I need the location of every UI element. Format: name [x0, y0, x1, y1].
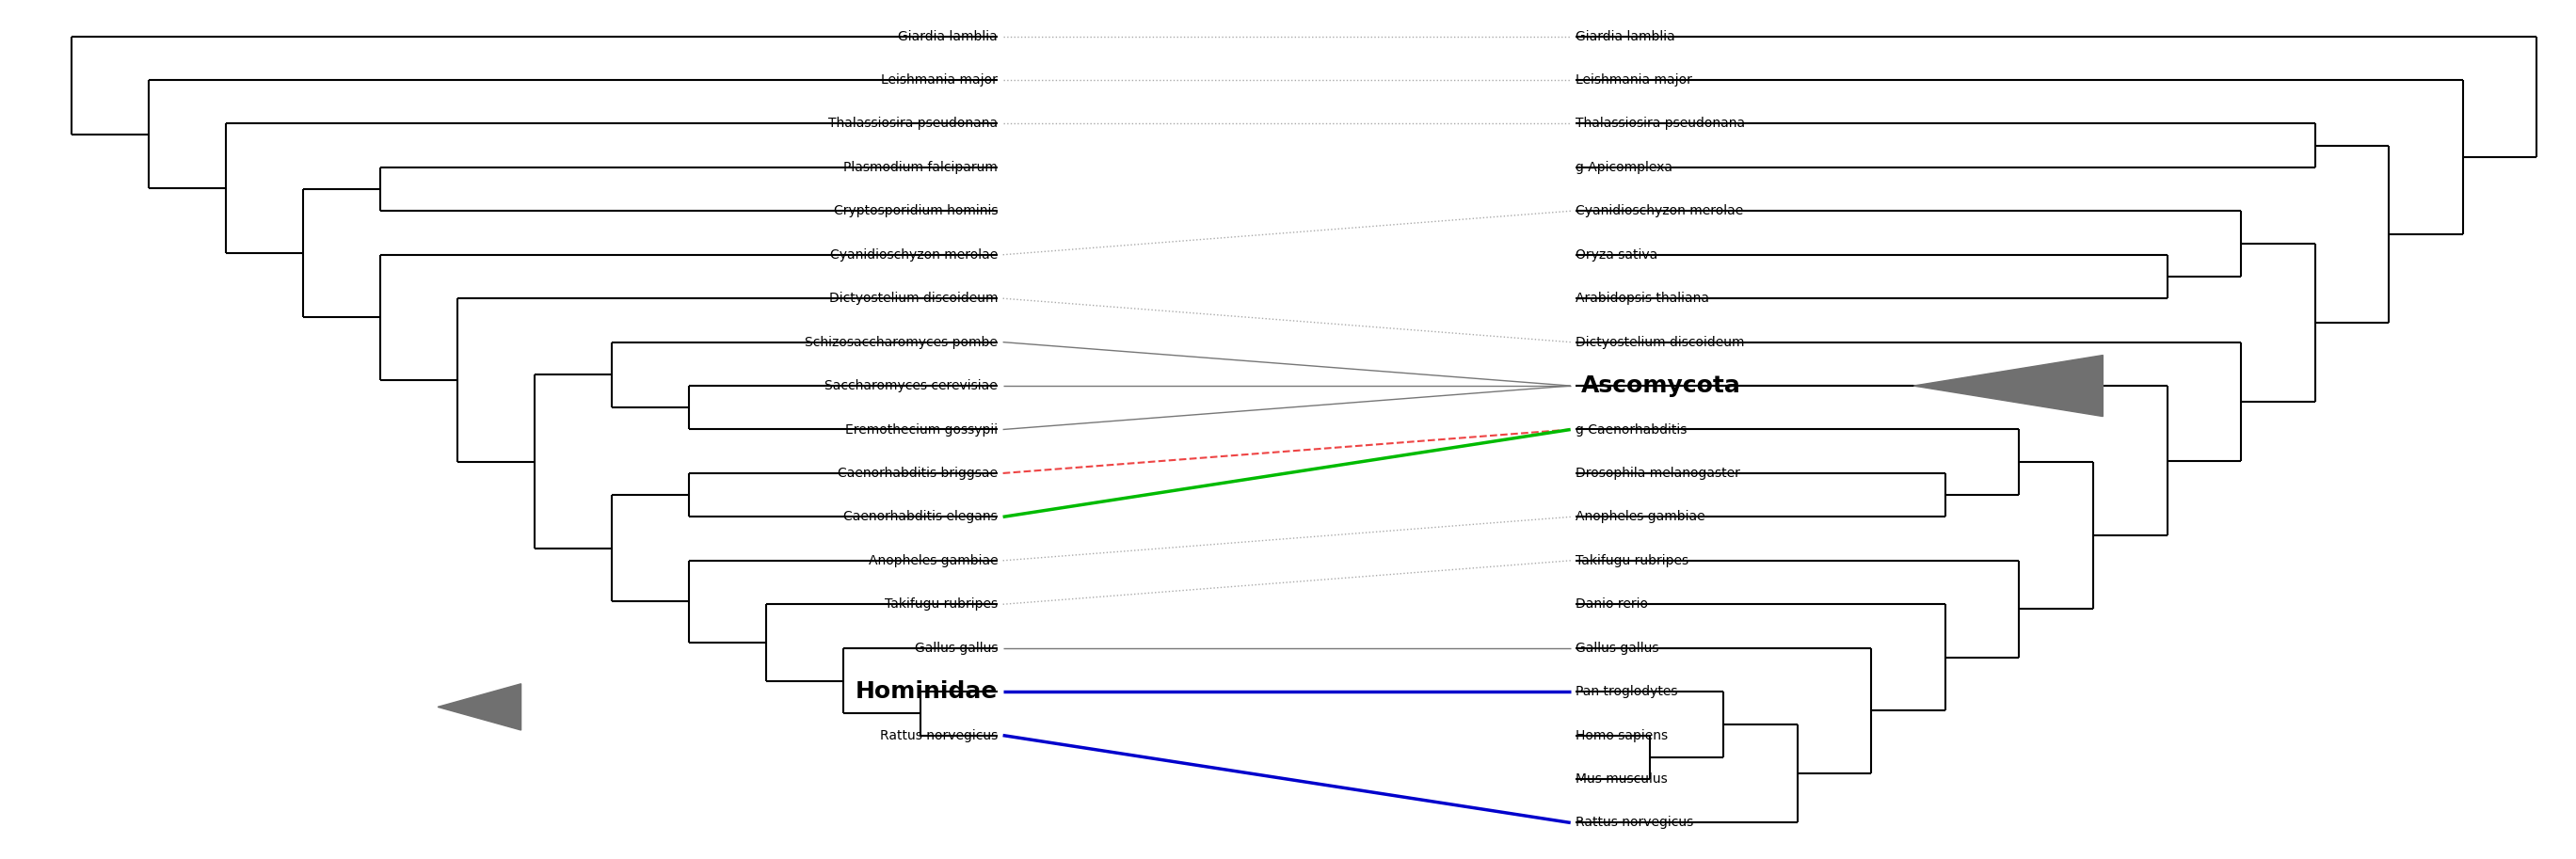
Text: Oryza sativa: Oryza sativa — [1577, 248, 1659, 261]
Text: Caenorhabditis elegans: Caenorhabditis elegans — [845, 510, 997, 523]
Text: Ascomycota: Ascomycota — [1582, 375, 1741, 397]
Text: Leishmania major: Leishmania major — [881, 73, 997, 87]
Text: Rattus norvegicus: Rattus norvegicus — [1577, 816, 1692, 829]
Text: Dictyostelium discoideum: Dictyostelium discoideum — [1577, 336, 1744, 349]
Text: g Apicomplexa: g Apicomplexa — [1577, 161, 1672, 174]
Text: Arabidopsis thaliana: Arabidopsis thaliana — [1577, 292, 1710, 305]
Text: Danio rerio: Danio rerio — [1577, 598, 1649, 611]
Text: Takifugu rubripes: Takifugu rubripes — [884, 598, 997, 611]
Text: Thalassiosira pseudonana: Thalassiosira pseudonana — [1577, 117, 1744, 131]
Text: Plasmodium falciparum: Plasmodium falciparum — [842, 161, 997, 174]
Text: Giardia lamblia: Giardia lamblia — [1577, 30, 1674, 43]
Text: Dictyostelium discoideum: Dictyostelium discoideum — [829, 292, 997, 305]
Text: Leishmania major: Leishmania major — [1577, 73, 1692, 87]
Text: Caenorhabditis briggsae: Caenorhabditis briggsae — [837, 466, 997, 480]
Text: Schizosaccharomyces pombe: Schizosaccharomyces pombe — [806, 336, 997, 349]
Text: g Caenorhabditis: g Caenorhabditis — [1577, 423, 1687, 436]
Text: Thalassiosira pseudonana: Thalassiosira pseudonana — [829, 117, 997, 131]
Text: Saccharomyces cerevisiae: Saccharomyces cerevisiae — [824, 379, 997, 393]
Text: Anopheles gambiae: Anopheles gambiae — [868, 554, 997, 567]
Polygon shape — [1914, 356, 2102, 417]
Text: Mus musculus: Mus musculus — [1577, 772, 1667, 786]
Text: Cyanidioschyzon merolae: Cyanidioschyzon merolae — [829, 248, 997, 261]
Text: Cyanidioschyzon merolae: Cyanidioschyzon merolae — [1577, 204, 1744, 217]
Text: Cryptosporidium hominis: Cryptosporidium hominis — [835, 204, 997, 217]
Text: Gallus gallus: Gallus gallus — [1577, 642, 1659, 655]
Text: Pan troglodytes: Pan troglodytes — [1577, 685, 1677, 698]
Text: Eremothecium gossypii: Eremothecium gossypii — [845, 423, 997, 436]
Text: Rattus norvegicus: Rattus norvegicus — [881, 728, 997, 742]
Text: Anopheles gambiae: Anopheles gambiae — [1577, 510, 1705, 523]
Text: Drosophila melanogaster: Drosophila melanogaster — [1577, 466, 1741, 480]
Text: Hominidae: Hominidae — [855, 680, 997, 703]
Text: Giardia lamblia: Giardia lamblia — [899, 30, 997, 43]
Text: Takifugu rubripes: Takifugu rubripes — [1577, 554, 1690, 567]
Text: Homo sapiens: Homo sapiens — [1577, 728, 1669, 742]
Polygon shape — [438, 684, 520, 730]
Text: Gallus gallus: Gallus gallus — [914, 642, 997, 655]
